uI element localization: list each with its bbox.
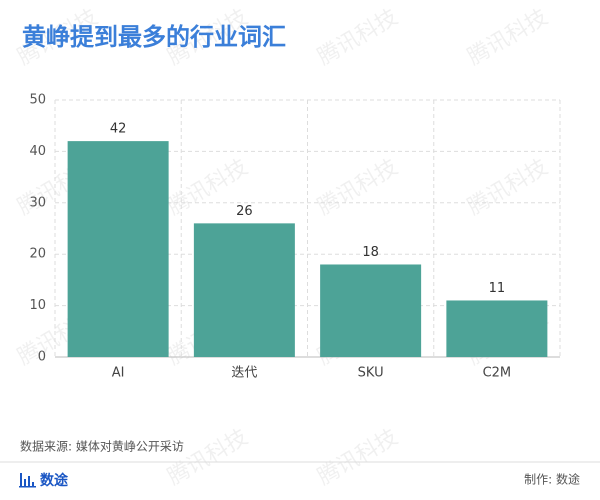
x-tick-label: SKU [358, 366, 384, 381]
data-label: 11 [489, 281, 506, 296]
credit: 制作: 数途 [524, 472, 580, 487]
watermark: 腾讯科技 [464, 5, 553, 71]
x-tick-label: C2M [483, 366, 512, 381]
x-tick-label: 迭代 [231, 366, 257, 381]
x-tick-label: AI [112, 366, 125, 381]
bar [67, 141, 169, 357]
watermark: 腾讯科技 [314, 425, 403, 491]
watermark: 腾讯科技 [314, 155, 403, 221]
y-tick-label: 0 [38, 350, 46, 365]
data-label: 42 [110, 122, 127, 137]
y-tick-label: 50 [29, 93, 46, 108]
data-label: 18 [362, 245, 379, 260]
chart-title: 黄峥提到最多的行业词汇 [22, 23, 286, 51]
bar [446, 300, 548, 357]
watermark: 腾讯科技 [164, 425, 253, 491]
brand-logo [19, 473, 36, 488]
y-tick-label: 40 [29, 144, 46, 159]
brand: 数途 [40, 472, 69, 489]
bar [193, 223, 295, 357]
watermark: 腾讯科技 [314, 5, 403, 71]
data-label: 26 [236, 204, 253, 219]
source: 数据来源: 媒体对黄峥公开采访 [20, 439, 184, 454]
y-tick-label: 20 [29, 247, 46, 262]
bar [320, 264, 422, 357]
y-tick-label: 30 [29, 195, 46, 210]
y-tick-label: 10 [29, 298, 46, 313]
watermark: 腾讯科技 [464, 155, 553, 221]
